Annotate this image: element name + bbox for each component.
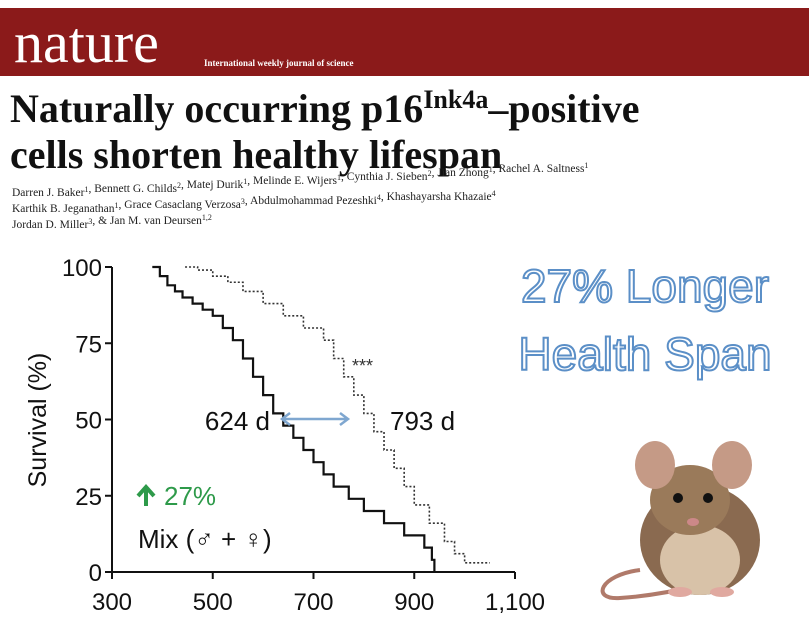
author-name: Khashayarsha Khazaie <box>387 191 492 203</box>
group-label: Mix (♂ + ♀) <box>138 524 272 554</box>
title-text: Naturally occurring p16 <box>10 86 423 131</box>
y-tick-label: 25 <box>75 484 102 511</box>
y-tick-label: 50 <box>75 408 102 435</box>
median-label: 793 d <box>390 406 455 436</box>
x-tick-label: 900 <box>394 589 434 616</box>
author-name: Darren J. Baker <box>12 187 85 199</box>
y-tick-label: 75 <box>75 331 102 358</box>
author-line: Jordan D. Miller3, & Jan M. van Deursen1… <box>12 213 212 231</box>
author-name: Grace Casaclang Verzosa <box>124 199 241 211</box>
y-axis-label: Survival (%) <box>24 353 52 488</box>
significance: *** <box>352 356 373 376</box>
x-tick-label: 300 <box>92 589 132 616</box>
x-tick-label: 1,100 <box>485 589 545 616</box>
gain-label: 27% <box>164 481 216 511</box>
x-tick-label: 700 <box>293 589 333 616</box>
journal-name: nature <box>14 10 159 75</box>
tagline: International weekly journal of science <box>204 58 353 68</box>
author-affiliation: 1,2 <box>202 213 212 222</box>
double-arrow <box>282 413 348 425</box>
median-label: 624 d <box>205 406 270 436</box>
up-arrow <box>138 487 154 506</box>
overlay-text: Health Span <box>518 328 771 380</box>
y-tick-label: 100 <box>62 255 102 282</box>
slide: nature International weekly journal of s… <box>0 0 809 625</box>
author-affiliation: 1 <box>584 161 588 170</box>
title-text: –positive <box>487 86 639 131</box>
author-name: Rachel A. Saltness <box>499 163 585 175</box>
overlay-text: 27% Longer <box>521 260 769 312</box>
chart: 0 25 50 75 100 300 500 700 900 1,100 Survival (%) 6… <box>24 255 545 616</box>
mouse-illustration <box>603 441 760 598</box>
x-tick-label: 500 <box>193 589 233 616</box>
author-name: Jordan D. Miller <box>12 219 89 231</box>
author-name: Karthik B. Jeganathan <box>12 203 115 215</box>
author-affiliation: 4 <box>492 189 496 198</box>
author-name: Melinde E. Wijers <box>253 175 337 187</box>
y-tick-label: 0 <box>89 560 102 587</box>
author-name: Matej Durik <box>187 179 244 191</box>
author-name: Abdulmohammad Pezeshki <box>250 195 377 207</box>
author-name: Bennett G. Childs <box>94 183 177 195</box>
article-title: Naturally occurring p16Ink4a–positive <box>10 85 639 131</box>
author-name: & Jan M. van Deursen <box>98 215 202 227</box>
author-name: Jian Zhong <box>437 167 489 179</box>
author-name: Cynthia J. Sieben <box>347 171 428 183</box>
title-sup: Ink4a <box>423 85 488 114</box>
